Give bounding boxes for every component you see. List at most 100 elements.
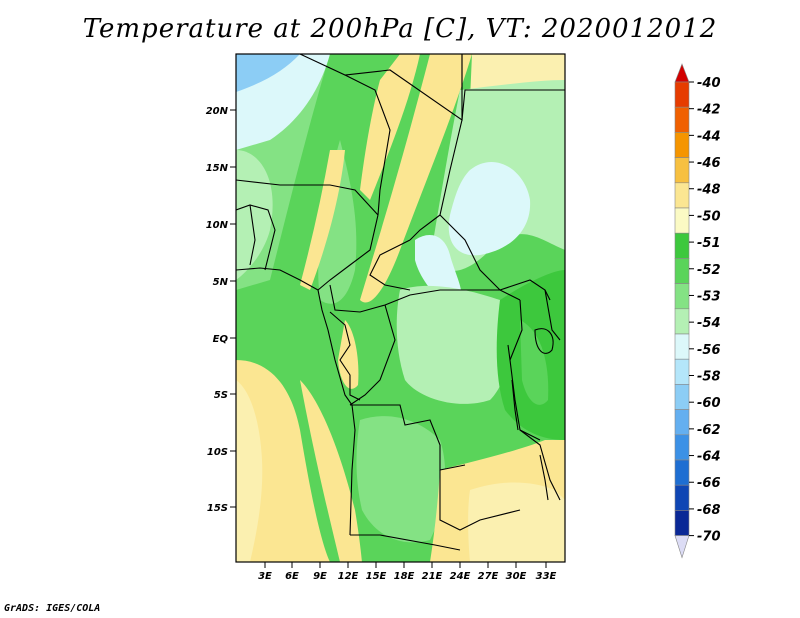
legend-swatch	[674, 106, 690, 133]
country-borders	[236, 54, 565, 551]
legend-label: -54	[697, 316, 721, 331]
angola-light-green	[356, 416, 446, 543]
legend-swatch	[674, 283, 690, 310]
sw-yellow	[236, 360, 330, 562]
lon-label: 27E	[478, 571, 499, 582]
legend-label: -68	[697, 503, 721, 518]
lat-label: 15N	[206, 163, 229, 174]
legend-label: -60	[697, 396, 721, 411]
lake-kivu	[507, 344, 511, 361]
lat-label: 10S	[207, 447, 228, 458]
border-zambia-east	[519, 429, 561, 501]
border-niger-chad	[344, 74, 391, 216]
legend-swatch	[674, 484, 690, 511]
legend-arrow-bottom	[674, 535, 690, 559]
legend-label: -50	[697, 209, 721, 224]
legend-swatch	[674, 182, 690, 209]
sudan-cyan	[448, 161, 531, 256]
west-yellow-streak	[300, 150, 345, 290]
legend-swatch	[674, 358, 690, 385]
border-angola-zambia	[439, 470, 521, 531]
chart-title: Temperature at 200hPa [C], VT: 202001201…	[82, 14, 718, 44]
legend-label: -56	[697, 343, 721, 358]
border-nigeria-cameroon	[317, 214, 379, 291]
legend-label: -62	[697, 423, 721, 438]
border-ghana-togo	[249, 204, 256, 266]
lon-label: 21E	[422, 571, 443, 582]
credit-label: GrADS: IGES/COLA	[4, 603, 101, 614]
lake-malawi	[539, 454, 549, 501]
sw-light-yellow	[236, 380, 263, 562]
legend-swatch	[674, 207, 690, 234]
lon-label: 33E	[536, 571, 557, 582]
legend-swatch	[674, 384, 690, 410]
border-kenya	[544, 289, 561, 341]
central-pale	[396, 285, 511, 404]
north-yellow-streak-1	[360, 54, 420, 200]
lon-label: 9E	[313, 571, 327, 582]
coast-gulf-guinea	[236, 267, 356, 536]
central-light-green	[318, 140, 357, 304]
legend-swatch	[674, 132, 690, 158]
legend-label: -52	[697, 263, 721, 278]
border-cameroon-south	[329, 284, 386, 313]
legend-swatch	[674, 232, 690, 259]
lat-label: EQ	[213, 334, 229, 345]
legend-label: -58	[697, 370, 721, 385]
legend-swatch	[674, 409, 690, 436]
border-libya-sudan	[461, 89, 565, 121]
lon-label: 3E	[258, 571, 272, 582]
legend-label: -46	[697, 156, 721, 171]
lake-victoria	[534, 328, 554, 354]
se-light-yellow	[468, 482, 565, 562]
lat-label: 10N	[206, 220, 229, 231]
west-pale-band	[236, 150, 273, 280]
north-yellow-streak-2	[360, 54, 472, 303]
border-angola-namibia	[350, 534, 461, 551]
legend-label: -40	[697, 76, 721, 91]
border-car-drc	[384, 289, 521, 306]
angola-yellow-streak	[300, 380, 362, 562]
nw-blue-corner	[236, 54, 300, 92]
color-legend: -40 -42 -44 -46 -48 -50 -51 -52 -53 -54 -56 -58 -60 -…	[674, 63, 721, 559]
border-libya-niger	[299, 54, 463, 122]
legend-label: -44	[697, 129, 721, 144]
border-congo-gabon	[329, 311, 361, 401]
lat-label: 20N	[206, 106, 229, 117]
legend-swatch	[674, 434, 690, 461]
legend-swatch	[674, 510, 690, 536]
legend-swatch	[674, 157, 690, 184]
lon-label: 6E	[285, 571, 299, 582]
border-car-sudan	[439, 214, 501, 291]
border-nigeria-north	[236, 179, 379, 216]
legend-swatch	[674, 459, 690, 486]
latitude-axis: 20N 15N 10N 5N EQ 5S 10S 15S	[206, 106, 236, 514]
lon-label: 30E	[506, 571, 527, 582]
temperature-field	[236, 54, 565, 562]
map-frame	[235, 53, 566, 563]
temperature-map: 20N 15N 10N 5N EQ 5S 10S 15S 3E 6E 9E 12E 15E 18E 21E…	[206, 53, 721, 582]
lon-label: 15E	[366, 571, 387, 582]
legend-label: -64	[697, 450, 721, 465]
legend-label: -42	[697, 103, 721, 118]
legend-label: -70	[697, 530, 721, 545]
legend-label: -48	[697, 183, 721, 198]
east-green-strip	[520, 320, 549, 405]
legend-label: -53	[697, 289, 721, 304]
lat-label: 5S	[214, 390, 228, 401]
border-chad-car	[369, 239, 411, 291]
legend-label: -51	[697, 236, 721, 251]
border-congo-drc	[349, 304, 396, 406]
border-west-africa	[236, 204, 276, 271]
legend-label: -66	[697, 476, 721, 491]
lat-label: 15S	[207, 503, 228, 514]
lon-label: 18E	[394, 571, 415, 582]
lake-tanganyika	[511, 379, 519, 431]
lon-label: 12E	[338, 571, 359, 582]
legend-swatch	[674, 333, 690, 360]
lat-label: 5N	[213, 277, 229, 288]
legend-swatch	[674, 81, 690, 108]
gabon-yellow	[338, 320, 359, 389]
lon-label: 24E	[450, 571, 471, 582]
legend-swatch	[674, 258, 690, 284]
